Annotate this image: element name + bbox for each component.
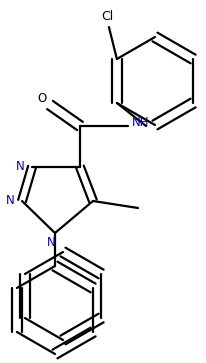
Text: N: N (16, 160, 24, 174)
Text: NH: NH (132, 115, 150, 129)
Text: O: O (37, 93, 47, 106)
Text: N: N (6, 195, 14, 208)
Text: N: N (47, 237, 55, 249)
Text: Cl: Cl (101, 11, 113, 24)
